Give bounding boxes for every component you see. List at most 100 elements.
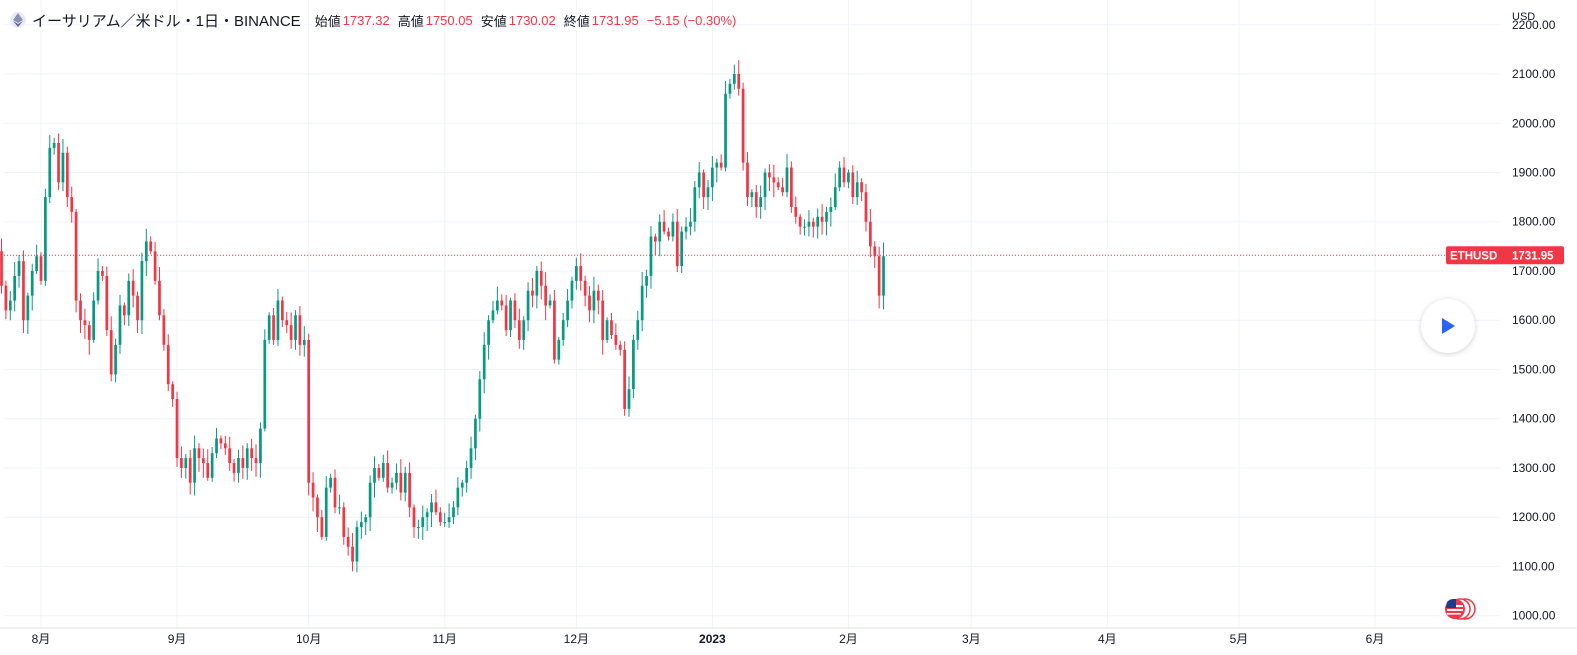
candle-body — [680, 231, 684, 267]
candle-body — [17, 261, 21, 276]
open-label: 始値 — [314, 13, 341, 29]
x-tick-label: 6月 — [1366, 632, 1385, 646]
candle-body — [351, 546, 354, 562]
candle-body — [539, 270, 543, 286]
candle-body — [79, 300, 82, 321]
candle-body — [417, 527, 420, 529]
y-tick-label: 1700.00 — [1512, 264, 1556, 278]
candle-body — [803, 226, 806, 228]
high-value: 1750.05 — [425, 12, 473, 28]
candle-body — [0, 251, 3, 286]
candle-body — [838, 167, 842, 188]
candle-body — [311, 482, 315, 498]
market-flag-button[interactable] — [1443, 597, 1477, 621]
low-label: 安値 — [480, 13, 507, 29]
candle-body — [469, 448, 473, 468]
candle-body — [386, 463, 390, 488]
price-axis[interactable]: 1000.00 1100.00 1200.00 1300.00 1400.00 1500.… — [1512, 11, 1556, 623]
candle-body — [882, 256, 885, 296]
candle-body — [373, 467, 376, 483]
candle-body — [92, 300, 96, 340]
candle-body — [781, 187, 784, 193]
play-button[interactable] — [1421, 299, 1475, 353]
candle-body — [276, 300, 280, 340]
candle-body — [610, 320, 613, 336]
candle-body — [561, 320, 565, 340]
time-axis[interactable]: 8月 9月 10月 11月 12月 2023 2月 3月 4月 5月 6月 — [0, 627, 1577, 646]
y-tick-label: 1800.00 — [1512, 215, 1556, 229]
candle-body — [627, 389, 631, 409]
candle-body — [460, 482, 464, 488]
x-tick-label: 11月 — [432, 632, 456, 646]
candle-body — [763, 172, 767, 198]
candle-body — [188, 458, 192, 483]
last-price-value: 1731.95 — [1512, 250, 1554, 262]
candle-body — [719, 162, 723, 168]
candle-body — [675, 221, 679, 267]
candle-body — [294, 315, 297, 340]
candle-body — [728, 83, 732, 94]
y-tick-label: 2200.00 — [1512, 18, 1556, 32]
y-tick-label: 1200.00 — [1512, 510, 1556, 524]
candle-body — [504, 305, 508, 331]
candle-body — [333, 477, 337, 508]
candle-body — [842, 167, 846, 183]
candle-body — [711, 167, 714, 188]
candle-body — [517, 320, 521, 340]
candle-body — [105, 275, 109, 331]
x-tick-label: 2月 — [839, 632, 858, 646]
candle-body — [162, 315, 166, 345]
candle-body — [794, 206, 798, 217]
candle-body — [355, 527, 359, 562]
candle-body — [381, 463, 385, 478]
candle-body — [746, 162, 749, 198]
candle-body — [329, 477, 332, 488]
candle-body — [254, 458, 258, 464]
candle-body — [250, 448, 253, 459]
candle-body — [421, 517, 425, 528]
candle-body — [465, 467, 469, 483]
candle-body — [825, 211, 828, 222]
candle-body — [26, 295, 30, 321]
candle-body — [474, 418, 477, 449]
candle-body — [759, 197, 763, 207]
candle-body — [8, 300, 12, 311]
candle-body — [570, 280, 574, 301]
candle-body — [860, 182, 863, 193]
y-tick-label: 1500.00 — [1512, 362, 1556, 376]
candle-body — [171, 384, 175, 400]
candle-body — [65, 152, 69, 198]
candle-body — [649, 236, 653, 276]
chart-header: イーサリアム／米ドル・1日・BINANCE 始値 1737.32 高値 1750… — [10, 9, 744, 31]
currency-label[interactable]: USD — [1512, 11, 1535, 23]
candle-body — [123, 305, 126, 316]
candle-body — [535, 270, 539, 296]
candle-body — [412, 507, 416, 528]
candle-body — [184, 458, 188, 468]
candle-body — [811, 221, 815, 227]
candle-body — [346, 536, 350, 547]
candle-body — [87, 325, 91, 340]
last-price-tag — [1446, 246, 1564, 265]
symbol-title[interactable]: イーサリアム／米ドル・1日・BINANCE — [32, 12, 301, 30]
candle-body — [829, 206, 833, 212]
y-tick-label: 1100.00 — [1512, 559, 1555, 573]
grid — [4, 0, 1500, 628]
candle-body — [750, 192, 754, 198]
x-tick-label: 10月 — [296, 632, 321, 646]
candle-body — [241, 458, 245, 468]
candle-body — [724, 93, 727, 168]
close-label: 終値 — [563, 13, 590, 29]
candle-body — [833, 187, 837, 207]
candle-body — [693, 187, 697, 222]
open-value: 1737.32 — [342, 12, 390, 28]
candle-body — [548, 300, 552, 306]
candle-body — [482, 344, 486, 380]
candle-body — [869, 221, 872, 247]
candle-body — [702, 172, 705, 198]
candle-body — [202, 458, 205, 464]
candle-body — [438, 512, 442, 523]
candle-body — [574, 266, 578, 281]
